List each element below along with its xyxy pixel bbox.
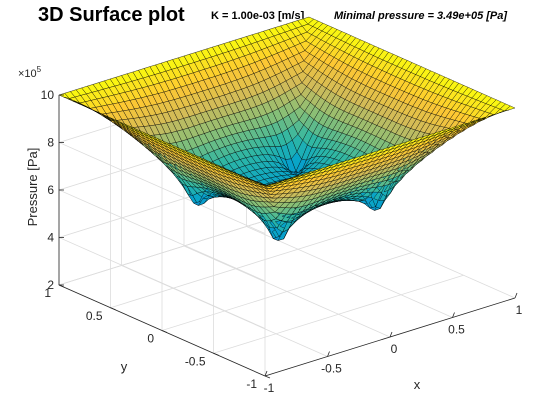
y-tick-mark bbox=[264, 375, 271, 379]
minimal-pressure-label: Minimal pressure = 3.49e+05 [Pa] bbox=[334, 10, 508, 22]
surface-patch bbox=[504, 105, 516, 112]
z-tick-label: 8 bbox=[47, 136, 54, 150]
z-tick-label: 6 bbox=[47, 183, 54, 197]
pressure-surface bbox=[58, 16, 516, 241]
param-label: K = 1.00e-03 [m/s] bbox=[211, 10, 305, 22]
z-exponent-power: 5 bbox=[37, 65, 42, 74]
plot-title: 3D Surface plot bbox=[38, 4, 185, 26]
x-tick-mark bbox=[452, 312, 455, 318]
x-tick-mark bbox=[389, 331, 393, 338]
y-axis-label: y bbox=[121, 359, 128, 374]
y-tick-label: 0.5 bbox=[86, 309, 103, 323]
x-tick-label: 0 bbox=[391, 342, 398, 356]
y-tick-label: 1 bbox=[44, 286, 51, 300]
y-tick-label: -0.5 bbox=[185, 354, 206, 368]
y-tick-mark bbox=[213, 352, 219, 356]
y-tick-mark bbox=[161, 330, 168, 333]
x-tick-mark bbox=[327, 351, 330, 357]
z-exponent-label: ×105 bbox=[18, 65, 42, 80]
y-tick-mark bbox=[110, 307, 116, 311]
y-tick-mark bbox=[58, 284, 65, 288]
z-tick-label: 10 bbox=[41, 88, 55, 102]
x-tick-label: 1 bbox=[516, 303, 523, 317]
axis-ticks: 2 4 6 8 10 -1 -0.5 0 0.5 1 -1 -0.5 0 0.5 1 bbox=[41, 88, 523, 395]
y-tick-label: 0 bbox=[147, 332, 154, 346]
x-tick-label: 0.5 bbox=[448, 323, 465, 337]
x-axis-label: x bbox=[414, 377, 421, 392]
x-tick-mark bbox=[264, 370, 268, 377]
z-exponent-base: ×10 bbox=[18, 68, 37, 80]
z-tick-label: 2 bbox=[47, 278, 54, 292]
x-tick-label: -0.5 bbox=[321, 362, 342, 376]
y-tick-label: -1 bbox=[246, 377, 257, 391]
z-tick-label: 4 bbox=[47, 231, 54, 245]
z-axis-label: Pressure [Pa] bbox=[25, 148, 40, 227]
x-tick-label: -1 bbox=[264, 381, 275, 395]
x-tick-mark bbox=[514, 292, 518, 299]
